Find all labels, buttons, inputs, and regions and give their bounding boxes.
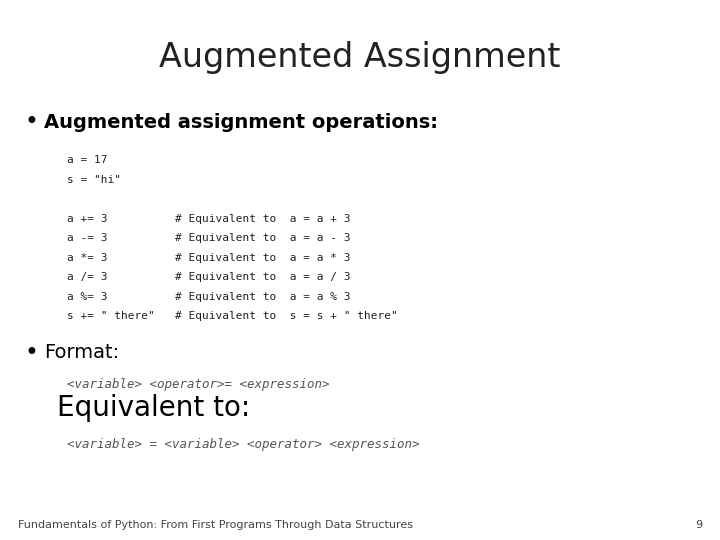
Text: Fundamentals of Python: From First Programs Through Data Structures: Fundamentals of Python: From First Progr… (18, 520, 413, 530)
Text: •: • (25, 341, 39, 365)
Text: a += 3          # Equivalent to  a = a + 3: a += 3 # Equivalent to a = a + 3 (67, 214, 351, 224)
Text: a /= 3          # Equivalent to  a = a / 3: a /= 3 # Equivalent to a = a / 3 (67, 272, 351, 282)
Text: a %= 3          # Equivalent to  a = a % 3: a %= 3 # Equivalent to a = a % 3 (67, 292, 351, 302)
Text: Augmented Assignment: Augmented Assignment (159, 42, 561, 75)
Text: Augmented assignment operations:: Augmented assignment operations: (44, 112, 438, 132)
Text: a -= 3          # Equivalent to  a = a - 3: a -= 3 # Equivalent to a = a - 3 (67, 233, 351, 243)
Text: •: • (25, 110, 39, 134)
Text: 9: 9 (695, 520, 702, 530)
Text: s = "hi": s = "hi" (67, 174, 121, 185)
Text: a *= 3          # Equivalent to  a = a * 3: a *= 3 # Equivalent to a = a * 3 (67, 253, 351, 263)
Text: <variable> = <variable> <operator> <expression>: <variable> = <variable> <operator> <expr… (67, 438, 420, 451)
Text: Equivalent to:: Equivalent to: (57, 394, 251, 422)
Text: Format:: Format: (44, 343, 119, 362)
Text: s += " there"   # Equivalent to  s = s + " there": s += " there" # Equivalent to s = s + " … (67, 312, 397, 321)
Text: a = 17: a = 17 (67, 155, 107, 165)
Text: <variable> <operator>= <expression>: <variable> <operator>= <expression> (67, 378, 330, 391)
